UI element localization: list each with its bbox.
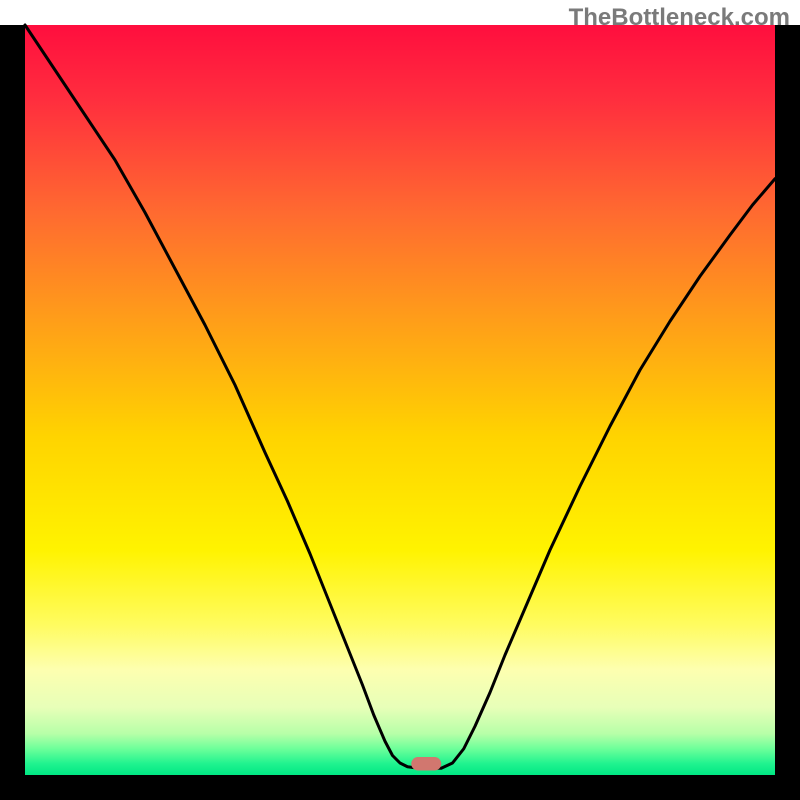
chart-border [0, 775, 800, 800]
watermark-text: TheBottleneck.com [569, 4, 790, 32]
gradient-background [25, 25, 775, 775]
bottleneck-chart: TheBottleneck.com [0, 0, 800, 800]
chart-border [0, 25, 25, 800]
optimum-marker [411, 757, 441, 771]
chart-svg [0, 0, 800, 800]
chart-border [775, 25, 800, 800]
